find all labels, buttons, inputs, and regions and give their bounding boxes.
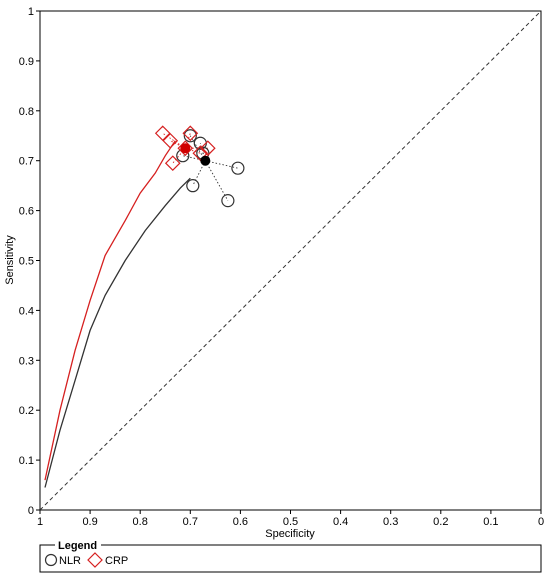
- y-axis-ticks: 0 0.1 0.2 0.3 0.4 0.5 0.6 0.7 0.8 0.9 1: [19, 6, 40, 517]
- nlr-study-marker: [186, 179, 200, 193]
- y-tick-label: 0.4: [19, 305, 34, 317]
- x-tick-label: 0.7: [183, 516, 198, 528]
- x-tick-label: 0: [538, 516, 544, 528]
- y-tick-label: 0.3: [19, 355, 34, 367]
- x-tick-label: 0.1: [483, 516, 498, 528]
- reference-diagonal: [39, 10, 542, 511]
- crp-study-marker: [164, 155, 181, 172]
- crp-study-marker: [182, 125, 199, 142]
- legend-crp-label: CRP: [105, 555, 128, 567]
- x-tick-label: 0.5: [283, 516, 298, 528]
- crp-study-marker: [192, 145, 209, 162]
- legend-title: Legend: [58, 540, 97, 552]
- crp-study-connector: [170, 140, 186, 149]
- y-tick-label: 0.1: [19, 455, 34, 467]
- x-axis-ticks: 1 0.9 0.8 0.7 0.6 0.5 0.4 0.3 0.2 0.1 0: [37, 510, 544, 528]
- x-tick-label: 0.8: [133, 516, 148, 528]
- nlr-summary-point: [200, 155, 211, 166]
- nlr-study-connector: [204, 160, 229, 201]
- summary-points: [180, 143, 211, 166]
- sroc-curves: [44, 140, 191, 488]
- nlr-study-marker: [183, 129, 197, 143]
- y-tick-label: 1: [28, 6, 34, 18]
- x-tick-label: 0.4: [333, 516, 348, 528]
- crp-study-marker: [162, 132, 179, 149]
- legend: Legend NLR CRP: [39, 540, 542, 573]
- legend-crp-icon: [87, 552, 103, 568]
- crp-study-marker: [154, 125, 171, 142]
- y-tick-label: 0.9: [19, 56, 34, 68]
- y-tick-label: 0.2: [19, 405, 34, 417]
- study-markers: [154, 125, 245, 208]
- nlr-study-marker: [231, 161, 245, 175]
- nlr-sroc-curve: [44, 177, 191, 488]
- crp-study-connector: [185, 147, 201, 154]
- legend-box: [39, 544, 542, 573]
- x-axis-label: Specificity: [265, 528, 315, 540]
- legend-nlr-label: NLR: [59, 555, 81, 567]
- y-tick-label: 0.7: [19, 156, 34, 168]
- nlr-study-marker: [221, 194, 235, 208]
- crp-study-marker: [199, 140, 216, 157]
- x-tick-label: 1: [37, 516, 43, 528]
- x-tick-label: 0.2: [433, 516, 448, 528]
- y-tick-label: 0: [28, 505, 34, 517]
- y-tick-label: 0.5: [19, 256, 34, 268]
- x-tick-label: 0.6: [233, 516, 248, 528]
- crp-sroc-curve: [44, 140, 176, 481]
- crp-summary-point: [180, 143, 191, 154]
- y-tick-label: 0.6: [19, 206, 34, 218]
- x-tick-label: 0.3: [383, 516, 398, 528]
- x-tick-label: 0.9: [82, 516, 97, 528]
- nlr-study-connector: [199, 143, 206, 161]
- y-tick-label: 0.8: [19, 106, 34, 118]
- crp-study-marker: [177, 140, 194, 157]
- legend-nlr-icon: [44, 553, 58, 567]
- y-axis-label: Sensitivity: [4, 235, 16, 285]
